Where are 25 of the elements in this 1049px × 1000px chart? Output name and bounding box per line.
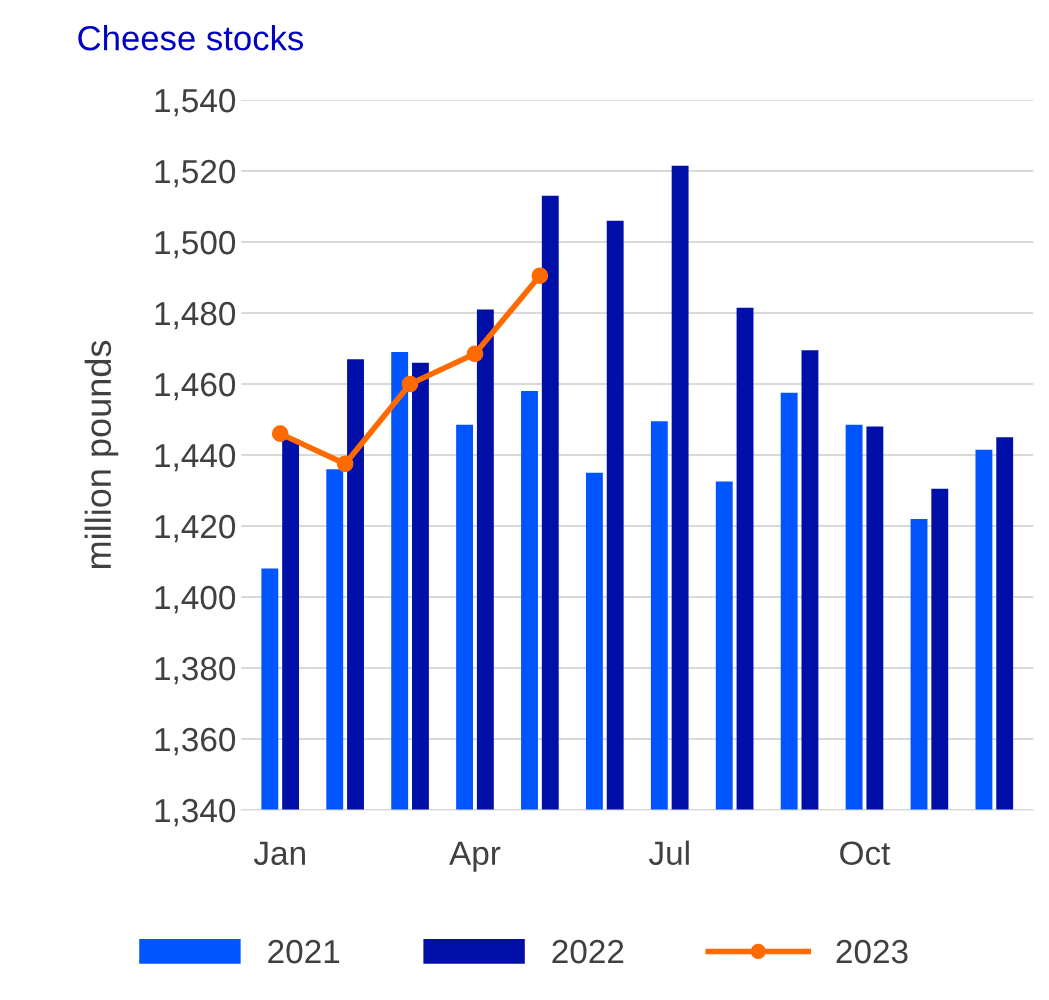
point [336,455,354,473]
y-tick-label: 1,500 [155,230,236,259]
x-tick-label: Jul [648,840,689,866]
y-tick-label: 1,360 [155,727,236,756]
y-axis-title: million pounds [84,340,119,569]
x-tick-label: Jan [253,841,305,866]
legend-label: 2021 [268,939,340,964]
y-tick-label: 1,440 [155,443,236,472]
point [401,375,419,393]
y-tick-label: 1,460 [155,372,236,401]
legend-label: 2022 [552,939,624,964]
y-tick-label: 1,380 [155,656,236,685]
point [531,267,549,285]
y-tick-label: 1,420 [155,514,236,543]
y-tick-label: 1,400 [155,585,236,614]
x-tick-label: Oct [840,841,891,866]
legend-label: 2023 [836,939,908,964]
point [466,345,484,363]
chart-title: Cheese stocks [78,25,304,51]
x-tick-label: Apr [449,841,501,872]
y-tick-label: 1,520 [155,159,236,188]
y-tick-label: 1,480 [155,301,236,330]
y-tick-label: 1,540 [155,88,236,117]
point [271,425,289,443]
y-tick-label: 1,340 [155,798,236,827]
